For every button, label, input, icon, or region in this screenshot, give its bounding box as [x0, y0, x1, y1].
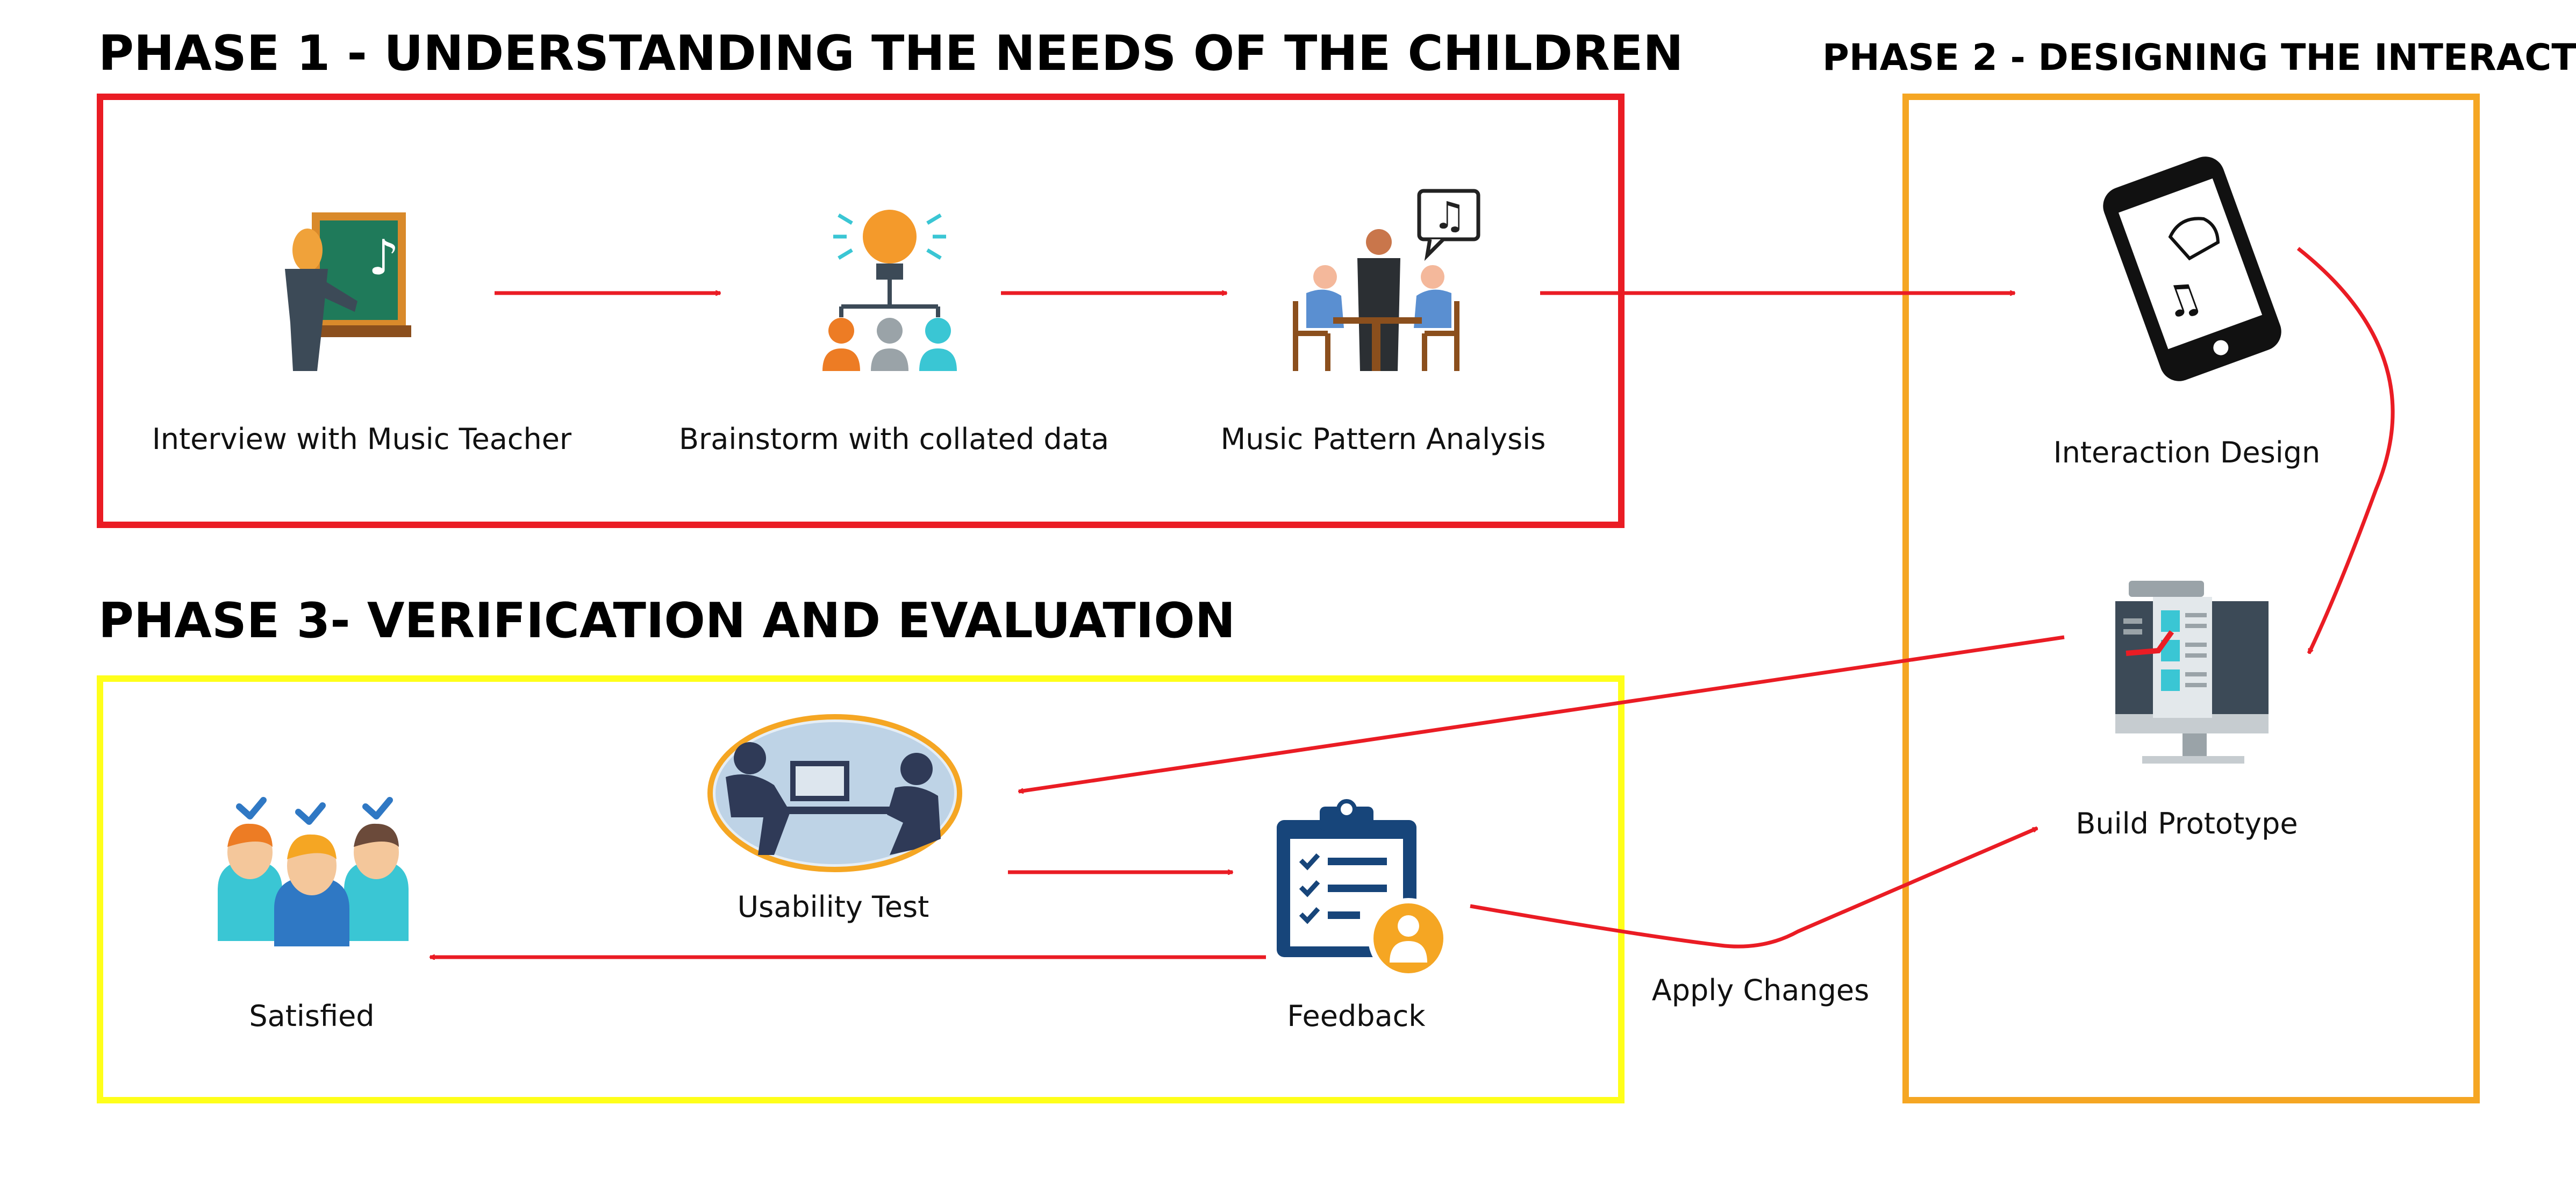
- svg-text:♪: ♪: [368, 230, 399, 286]
- clipboard-icon: [1277, 799, 1449, 979]
- step-label-usability-test: Usability Test: [738, 890, 929, 924]
- step-label-music-pattern: Music Pattern Analysis: [1221, 422, 1546, 456]
- usability-test-icon: [707, 714, 962, 872]
- phase2-title: PHASE 2 - DESIGNING THE INTERACTION: [1822, 37, 2576, 79]
- phase3-box: [97, 675, 1625, 1103]
- arrow-feedback-to-prototype: [1470, 826, 2037, 949]
- phase1-box: [97, 94, 1625, 528]
- step-label-build-prototype: Build Prototype: [2076, 807, 2298, 840]
- step-label-feedback: Feedback: [1287, 999, 1426, 1033]
- step-label-interaction-design: Interaction Design: [2053, 436, 2321, 469]
- step-label-brainstorm: Brainstorm with collated data: [679, 422, 1109, 456]
- phase2-box: [1902, 94, 2480, 1103]
- tablet-icon: ♫: [2103, 156, 2281, 381]
- step-label-satisfied: Satisfied: [249, 999, 374, 1033]
- step-label-interview: Interview with Music Teacher: [152, 422, 572, 456]
- phase3-title: PHASE 3- VERIFICATION AND EVALUATION: [98, 593, 1235, 649]
- meeting-icon: ♫: [1293, 189, 1480, 371]
- teacher-icon: ♪: [285, 212, 411, 371]
- brainstorm-icon: [822, 210, 957, 371]
- arrow-interaction-design-to-prototype: [2296, 247, 2395, 653]
- monitor-icon: [2115, 581, 2269, 764]
- svg-text:♫: ♫: [1433, 194, 1466, 238]
- phase1-title: PHASE 1 - UNDERSTANDING THE NEEDS OF THE…: [98, 25, 1684, 82]
- apply-changes-label: Apply Changes: [1652, 973, 1870, 1007]
- users-check-icon: [218, 797, 409, 946]
- arrow-prototype-to-usability-test: [1019, 635, 2065, 792]
